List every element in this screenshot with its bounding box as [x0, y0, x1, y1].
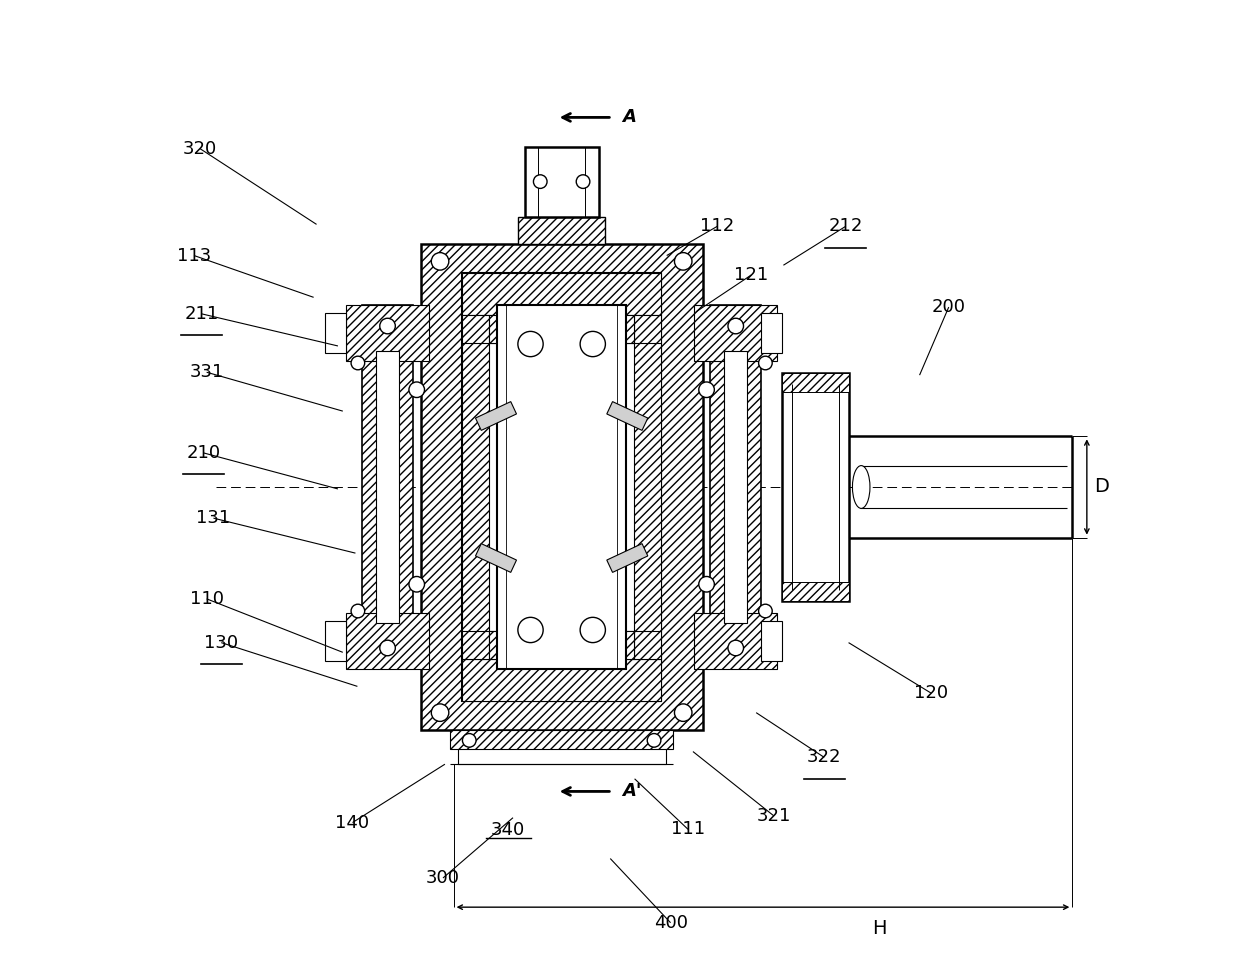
Bar	[463, 659, 661, 701]
Bar	[420, 244, 703, 730]
Bar	[376, 351, 399, 623]
Bar	[362, 305, 413, 669]
Text: A': A'	[622, 782, 641, 801]
Circle shape	[533, 174, 547, 188]
Text: 331: 331	[190, 363, 224, 381]
Bar	[634, 315, 661, 659]
Circle shape	[580, 618, 605, 643]
Text: 131: 131	[196, 509, 231, 527]
Bar	[475, 401, 517, 431]
Circle shape	[580, 331, 605, 356]
Circle shape	[379, 640, 396, 656]
Bar	[782, 581, 848, 601]
Text: 121: 121	[734, 266, 769, 284]
Bar	[450, 730, 673, 749]
Text: A: A	[622, 108, 636, 127]
Circle shape	[432, 704, 449, 722]
Circle shape	[379, 318, 396, 334]
Bar	[525, 146, 599, 216]
Bar	[711, 305, 761, 669]
Bar	[694, 305, 777, 361]
Bar	[463, 273, 661, 701]
Bar	[475, 543, 517, 573]
Text: 400: 400	[653, 914, 687, 932]
Bar	[782, 373, 848, 601]
Text: 130: 130	[205, 634, 238, 652]
Bar	[606, 543, 647, 573]
Circle shape	[518, 618, 543, 643]
Text: 120: 120	[914, 684, 949, 702]
Bar	[490, 315, 634, 343]
Bar	[463, 273, 661, 315]
Circle shape	[699, 577, 714, 592]
Circle shape	[432, 252, 449, 270]
Circle shape	[409, 382, 424, 397]
Text: D: D	[1094, 477, 1109, 497]
Bar	[761, 621, 782, 661]
Text: 340: 340	[491, 821, 526, 840]
Text: 111: 111	[671, 820, 706, 839]
Bar	[325, 621, 346, 661]
Circle shape	[577, 174, 590, 188]
Circle shape	[647, 733, 661, 747]
Text: 112: 112	[701, 217, 734, 236]
Text: H: H	[873, 919, 887, 938]
Bar	[490, 631, 634, 659]
Ellipse shape	[852, 466, 870, 508]
Text: 110: 110	[190, 590, 223, 608]
Text: 320: 320	[182, 139, 217, 158]
Text: 300: 300	[427, 869, 460, 887]
Circle shape	[675, 704, 692, 722]
Bar	[325, 313, 346, 353]
Circle shape	[351, 604, 365, 618]
Bar	[497, 305, 626, 669]
Circle shape	[728, 318, 744, 334]
Circle shape	[675, 252, 692, 270]
Circle shape	[699, 382, 714, 397]
Circle shape	[463, 733, 476, 747]
Text: 210: 210	[187, 444, 221, 462]
Bar	[694, 613, 777, 669]
Text: 322: 322	[807, 748, 842, 767]
Bar	[724, 351, 748, 623]
Circle shape	[759, 356, 773, 370]
Bar	[782, 373, 848, 393]
Circle shape	[759, 604, 773, 618]
Bar	[463, 315, 490, 659]
Text: 212: 212	[828, 217, 863, 236]
Bar	[346, 305, 429, 361]
Bar	[458, 747, 666, 765]
Bar	[761, 313, 782, 353]
Circle shape	[409, 577, 424, 592]
Text: 211: 211	[185, 305, 219, 322]
Circle shape	[728, 640, 744, 656]
Text: 200: 200	[931, 298, 966, 317]
Text: 321: 321	[756, 806, 791, 825]
Text: 113: 113	[177, 246, 211, 265]
Circle shape	[351, 356, 365, 370]
Bar	[346, 613, 429, 669]
Circle shape	[518, 331, 543, 356]
Text: 140: 140	[336, 813, 370, 832]
Bar	[518, 216, 605, 244]
Bar	[606, 401, 647, 431]
